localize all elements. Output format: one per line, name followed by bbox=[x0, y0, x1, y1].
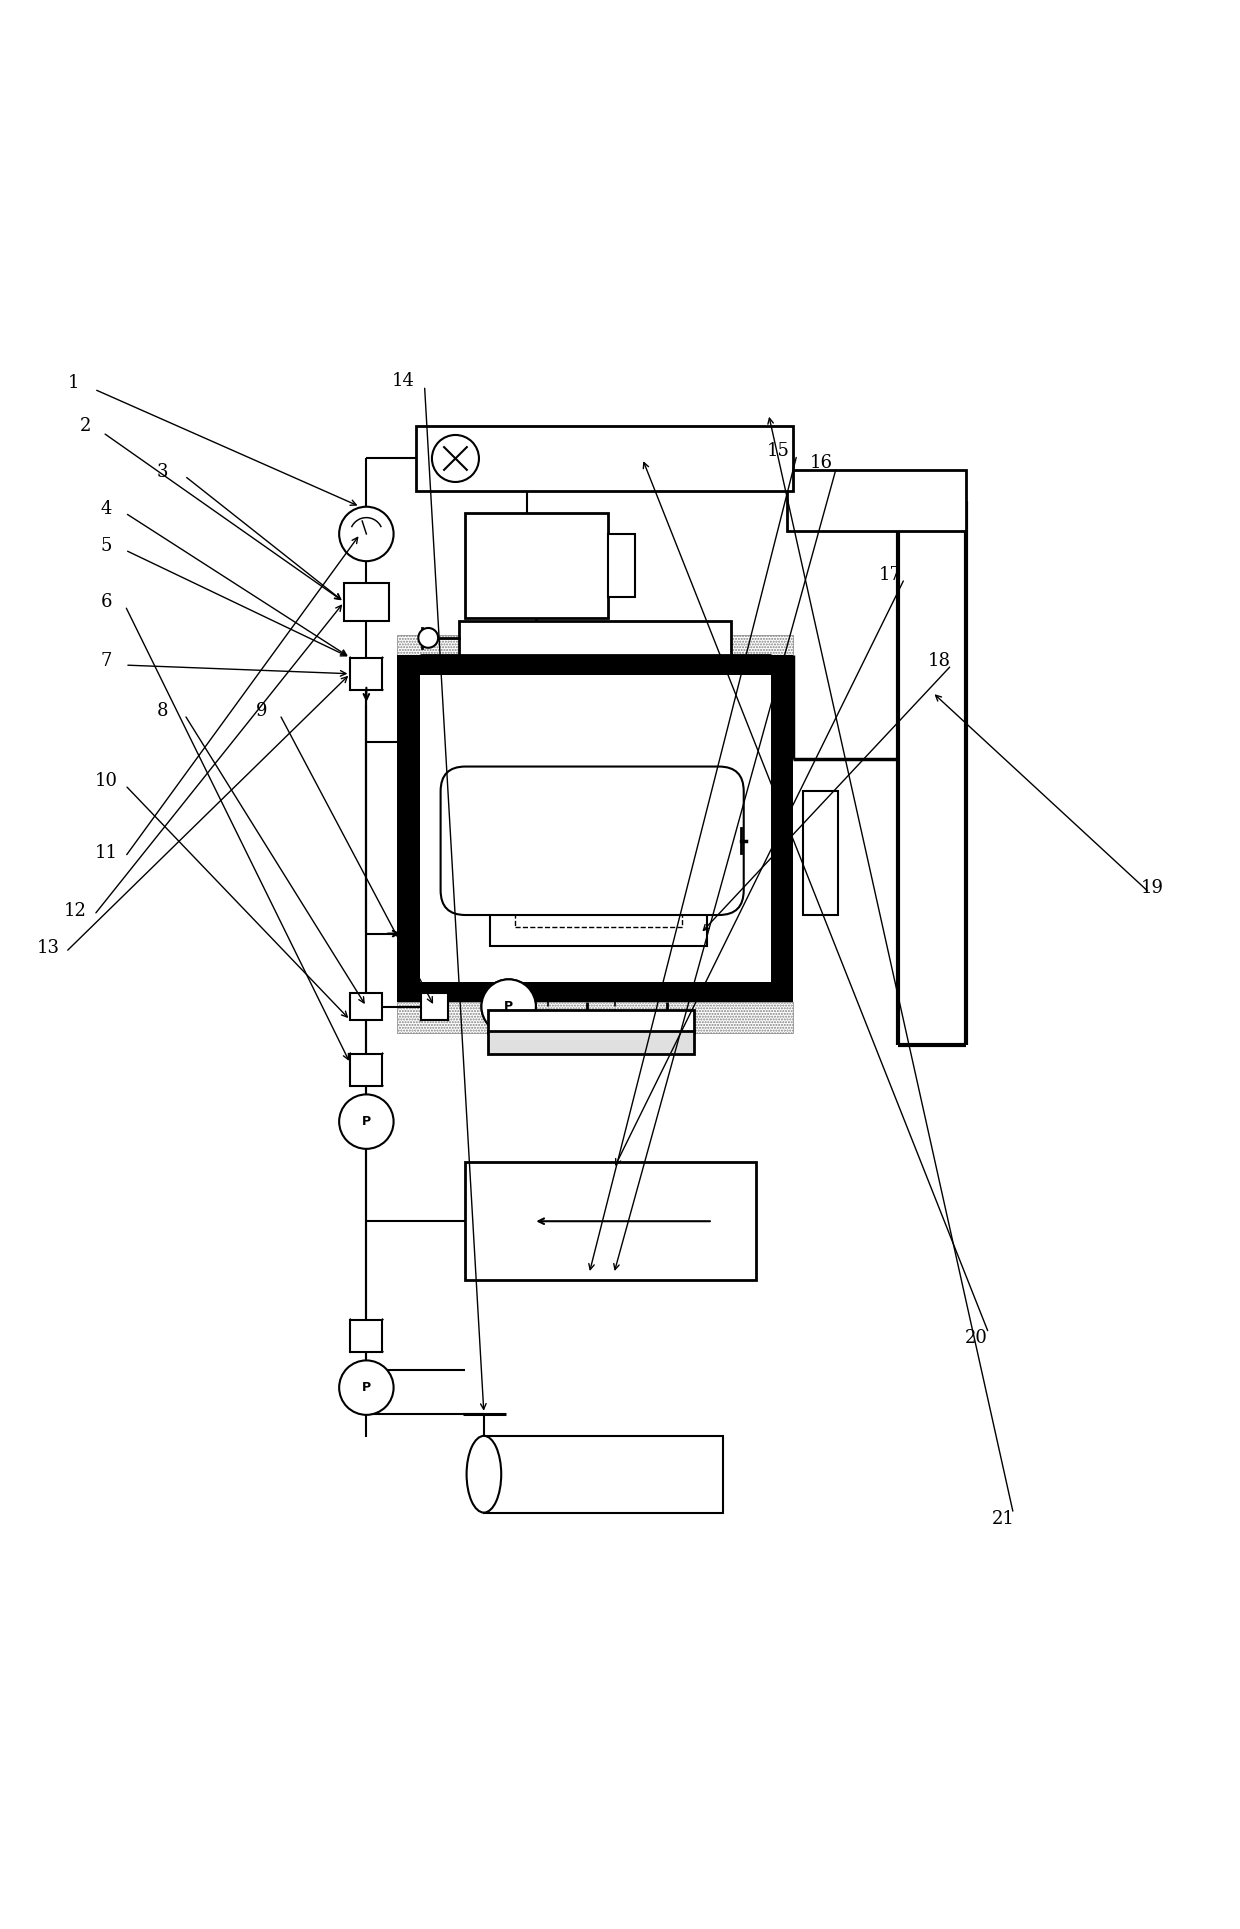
Text: 19: 19 bbox=[1141, 880, 1163, 897]
Circle shape bbox=[481, 980, 536, 1034]
Text: 18: 18 bbox=[928, 652, 951, 671]
Bar bbox=[397, 982, 794, 1001]
Text: 1: 1 bbox=[67, 374, 79, 392]
Bar bbox=[465, 513, 608, 617]
Text: P: P bbox=[362, 1381, 371, 1395]
Text: 3: 3 bbox=[156, 463, 167, 480]
FancyBboxPatch shape bbox=[440, 766, 744, 914]
Bar bbox=[490, 804, 707, 945]
Circle shape bbox=[340, 1360, 393, 1414]
Circle shape bbox=[481, 980, 536, 1034]
Text: 15: 15 bbox=[766, 442, 790, 459]
Text: P: P bbox=[505, 999, 513, 1013]
Bar bbox=[343, 583, 388, 621]
Bar bbox=[804, 791, 838, 914]
Bar bbox=[484, 1435, 723, 1512]
Text: 17: 17 bbox=[878, 565, 901, 584]
Bar bbox=[397, 1001, 794, 1032]
Text: 11: 11 bbox=[95, 845, 118, 862]
Bar bbox=[787, 469, 966, 532]
Text: 5: 5 bbox=[100, 538, 113, 556]
Text: 4: 4 bbox=[100, 500, 113, 519]
Text: 14: 14 bbox=[392, 372, 415, 390]
Bar bbox=[419, 675, 771, 982]
Text: 21: 21 bbox=[992, 1510, 1016, 1528]
Bar bbox=[350, 1319, 382, 1352]
Text: P: P bbox=[362, 1115, 371, 1128]
Bar bbox=[459, 621, 732, 656]
Bar bbox=[415, 426, 794, 490]
Text: 20: 20 bbox=[965, 1329, 988, 1346]
Text: 7: 7 bbox=[100, 652, 113, 671]
Bar bbox=[465, 1163, 756, 1182]
Text: 13: 13 bbox=[37, 939, 60, 957]
Bar bbox=[350, 658, 382, 691]
Circle shape bbox=[432, 434, 479, 482]
Bar bbox=[489, 1032, 694, 1053]
Bar bbox=[397, 635, 794, 669]
Text: 12: 12 bbox=[64, 903, 87, 920]
Text: 2: 2 bbox=[79, 417, 92, 436]
Bar bbox=[465, 1163, 756, 1281]
Bar bbox=[397, 656, 419, 1001]
Bar bbox=[420, 993, 448, 1020]
Bar bbox=[397, 656, 794, 675]
Bar bbox=[771, 656, 794, 1001]
Text: 16: 16 bbox=[810, 455, 833, 473]
Text: 9: 9 bbox=[255, 702, 267, 720]
Text: 10: 10 bbox=[95, 772, 118, 791]
Circle shape bbox=[418, 629, 438, 648]
Text: 8: 8 bbox=[156, 702, 167, 720]
Ellipse shape bbox=[466, 1435, 501, 1512]
Bar bbox=[515, 822, 682, 928]
Bar bbox=[465, 1260, 756, 1281]
Bar bbox=[608, 534, 635, 598]
Bar bbox=[489, 1011, 694, 1032]
Bar bbox=[350, 993, 382, 1020]
Text: 6: 6 bbox=[100, 592, 113, 611]
Circle shape bbox=[340, 507, 393, 561]
Circle shape bbox=[340, 1094, 393, 1150]
Bar bbox=[350, 1053, 382, 1086]
